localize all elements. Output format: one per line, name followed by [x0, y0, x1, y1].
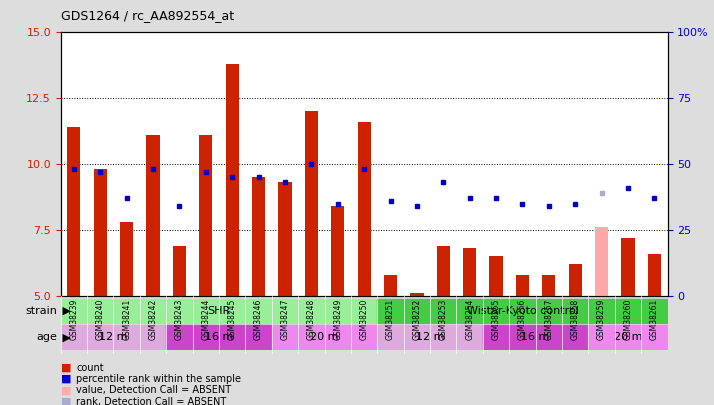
Text: SHR: SHR [207, 306, 231, 316]
Bar [463, 248, 476, 296]
Bar [568, 264, 582, 296]
Bar [305, 111, 318, 296]
Bar [384, 275, 397, 296]
Text: GSM38246: GSM38246 [254, 298, 263, 340]
Bar [272, 325, 377, 349]
Text: GSM38245: GSM38245 [228, 298, 237, 340]
Bar [648, 254, 661, 296]
Bar [94, 169, 107, 296]
Text: Wistar-Kyoto control: Wistar-Kyoto control [466, 306, 578, 316]
Text: GSM38259: GSM38259 [597, 298, 606, 340]
Text: GSM38241: GSM38241 [122, 298, 131, 340]
Text: GSM38261: GSM38261 [650, 298, 659, 340]
Text: 12 m: 12 m [416, 332, 444, 342]
Text: ■: ■ [61, 397, 71, 405]
Bar [411, 293, 423, 296]
Bar [226, 64, 238, 296]
Text: GSM38256: GSM38256 [518, 298, 527, 340]
Bar [490, 256, 503, 296]
Bar [61, 299, 377, 323]
Text: 20 m: 20 m [614, 332, 643, 342]
Bar [173, 245, 186, 296]
Text: GSM38239: GSM38239 [69, 298, 79, 340]
Text: GSM38250: GSM38250 [360, 298, 368, 340]
Text: percentile rank within the sample: percentile rank within the sample [76, 374, 241, 384]
Bar [358, 122, 371, 296]
Text: GSM38251: GSM38251 [386, 298, 395, 340]
Bar [120, 222, 134, 296]
Text: GSM38240: GSM38240 [96, 298, 105, 340]
Bar [516, 275, 529, 296]
Text: GSM38255: GSM38255 [491, 298, 501, 340]
Bar [595, 227, 608, 296]
Text: value, Detection Call = ABSENT: value, Detection Call = ABSENT [76, 386, 231, 395]
Text: GSM38258: GSM38258 [570, 298, 580, 340]
Text: 16 m: 16 m [521, 332, 550, 342]
Bar [146, 135, 160, 296]
Text: GSM38249: GSM38249 [333, 298, 342, 340]
Bar [199, 135, 212, 296]
Text: count: count [76, 363, 104, 373]
Text: ▶: ▶ [59, 332, 71, 342]
Text: strain: strain [25, 306, 57, 316]
Text: GSM38243: GSM38243 [175, 298, 184, 340]
Text: GSM38260: GSM38260 [623, 298, 633, 340]
Text: ▶: ▶ [59, 306, 71, 316]
Text: GDS1264 / rc_AA892554_at: GDS1264 / rc_AA892554_at [61, 9, 233, 22]
Text: GSM38247: GSM38247 [281, 298, 289, 340]
Text: GSM38242: GSM38242 [149, 298, 158, 340]
Bar [61, 325, 166, 349]
Bar [437, 245, 450, 296]
Text: GSM38254: GSM38254 [466, 298, 474, 340]
Text: GSM38257: GSM38257 [544, 298, 553, 340]
Bar [377, 325, 483, 349]
Bar [621, 238, 635, 296]
Text: 16 m: 16 m [205, 332, 233, 342]
Text: GSM38252: GSM38252 [413, 298, 421, 340]
Text: 20 m: 20 m [311, 332, 339, 342]
Bar [542, 275, 555, 296]
Text: rank, Detection Call = ABSENT: rank, Detection Call = ABSENT [76, 397, 226, 405]
Text: GSM38253: GSM38253 [439, 298, 448, 340]
Bar [377, 299, 668, 323]
Text: GSM38248: GSM38248 [307, 298, 316, 340]
Bar [588, 325, 668, 349]
Bar [67, 127, 81, 296]
Text: GSM38244: GSM38244 [201, 298, 211, 340]
Bar [166, 325, 272, 349]
Bar [483, 325, 588, 349]
Text: age: age [36, 332, 57, 342]
Text: 12 m: 12 m [99, 332, 128, 342]
Bar [252, 177, 265, 296]
Bar [331, 206, 344, 296]
Text: ■: ■ [61, 363, 71, 373]
Text: ■: ■ [61, 386, 71, 395]
Bar [278, 182, 291, 296]
Text: ■: ■ [61, 374, 71, 384]
